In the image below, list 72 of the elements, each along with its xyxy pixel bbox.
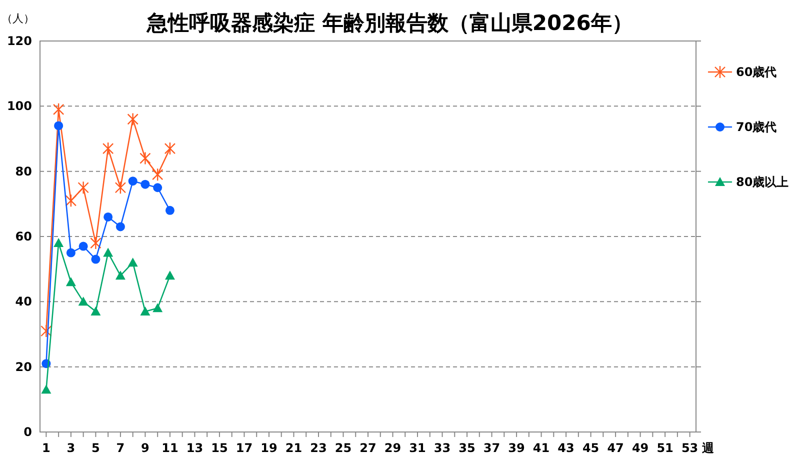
point <box>90 306 101 316</box>
x-tick-label: 47 <box>607 441 624 455</box>
point <box>78 181 89 194</box>
x-tick-label: 35 <box>458 441 476 455</box>
point <box>164 142 176 156</box>
point <box>90 236 102 250</box>
point <box>52 102 64 116</box>
point <box>140 180 150 189</box>
x-tick-label: 29 <box>384 441 402 455</box>
x-tick-label: 15 <box>211 441 228 455</box>
y-tick-label: 100 <box>6 99 32 114</box>
point <box>115 270 126 280</box>
point <box>104 212 113 222</box>
point <box>78 296 88 306</box>
point <box>127 112 138 126</box>
legend-label: 80歳以上 <box>736 175 789 189</box>
x-tick-label: 1 <box>42 441 50 455</box>
point <box>114 181 126 194</box>
x-tick-label: 5 <box>92 441 100 455</box>
x-tick-label: 33 <box>434 441 451 455</box>
y-tick-label: 20 <box>15 360 32 374</box>
y-tick-label: 80 <box>15 164 32 178</box>
point <box>41 384 52 394</box>
x-tick-label: 17 <box>236 441 253 455</box>
x-tick-label: 51 <box>656 441 674 455</box>
x-tick-label: 43 <box>558 441 574 455</box>
point <box>128 258 138 267</box>
legend-label: 70歳代 <box>736 120 777 134</box>
x-tick-label: 9 <box>141 441 150 455</box>
point <box>65 194 77 208</box>
x-tick-label: 3 <box>66 441 76 455</box>
x-tick-label: 21 <box>285 441 302 455</box>
chart-title: 急性呼吸器感染症 年齢別報告数（富山県2026年） <box>146 11 633 35</box>
x-tick-label: 53 <box>681 441 698 455</box>
x-tick-label: 45 <box>582 441 600 455</box>
point <box>66 277 76 286</box>
x-tick-label: 23 <box>310 441 327 455</box>
x-tick-label: 31 <box>409 441 426 455</box>
point <box>152 303 163 312</box>
point <box>165 206 174 215</box>
point <box>40 324 52 338</box>
point <box>140 152 151 165</box>
point <box>140 306 150 316</box>
x-tick-label: 39 <box>508 441 525 455</box>
point <box>54 238 64 248</box>
point <box>153 183 162 192</box>
point <box>54 121 64 130</box>
y-tick-label: 40 <box>15 294 32 309</box>
x-tick-label: 25 <box>334 441 352 455</box>
point <box>152 168 164 182</box>
x-tick-label: 27 <box>360 441 376 455</box>
point <box>91 254 100 264</box>
x-tick-label: 37 <box>483 441 500 455</box>
y-axis-title: （人） <box>2 12 34 25</box>
point <box>102 142 114 156</box>
legend-label: 60歳代 <box>736 65 777 79</box>
y-tick-label: 120 <box>6 34 32 48</box>
y-tick-label: 60 <box>15 230 32 244</box>
point <box>103 248 114 257</box>
x-tick-label: 11 <box>162 441 178 455</box>
point <box>78 242 88 251</box>
x-tick-label: 41 <box>532 441 550 455</box>
x-tick-label: 7 <box>116 441 125 455</box>
x-tick-label: 19 <box>260 441 278 455</box>
x-tick-label: 49 <box>632 441 649 455</box>
point <box>66 248 76 258</box>
x-tick-label: 13 <box>186 441 204 455</box>
point <box>164 270 175 280</box>
point <box>116 222 125 232</box>
point <box>128 176 138 186</box>
y-tick-label: 0 <box>24 425 32 439</box>
x-axis-title: 週 <box>701 441 715 455</box>
